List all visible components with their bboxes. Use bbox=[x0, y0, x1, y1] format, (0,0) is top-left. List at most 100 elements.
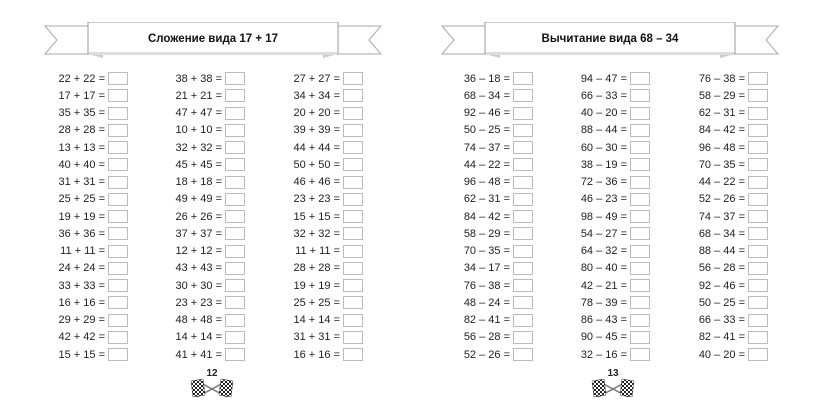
answer-box[interactable] bbox=[108, 175, 128, 189]
answer-box[interactable] bbox=[630, 279, 650, 293]
answer-box[interactable] bbox=[108, 348, 128, 362]
answer-box[interactable] bbox=[108, 227, 128, 241]
answer-box[interactable] bbox=[108, 106, 128, 120]
answer-box[interactable] bbox=[513, 89, 533, 103]
answer-box[interactable] bbox=[513, 313, 533, 327]
answer-box[interactable] bbox=[343, 89, 363, 103]
answer-box[interactable] bbox=[108, 296, 128, 310]
answer-box[interactable] bbox=[748, 141, 768, 155]
answer-box[interactable] bbox=[108, 158, 128, 172]
answer-box[interactable] bbox=[630, 348, 650, 362]
answer-box[interactable] bbox=[343, 175, 363, 189]
answer-box[interactable] bbox=[513, 227, 533, 241]
answer-box[interactable] bbox=[513, 158, 533, 172]
answer-box[interactable] bbox=[108, 261, 128, 275]
answer-box[interactable] bbox=[343, 210, 363, 224]
answer-box[interactable] bbox=[343, 330, 363, 344]
answer-box[interactable] bbox=[748, 279, 768, 293]
answer-box[interactable] bbox=[748, 313, 768, 327]
answer-box[interactable] bbox=[108, 313, 128, 327]
answer-box[interactable] bbox=[343, 123, 363, 137]
answer-box[interactable] bbox=[513, 330, 533, 344]
answer-box[interactable] bbox=[225, 279, 245, 293]
answer-box[interactable] bbox=[225, 158, 245, 172]
answer-box[interactable] bbox=[225, 296, 245, 310]
answer-box[interactable] bbox=[108, 89, 128, 103]
answer-box[interactable] bbox=[343, 261, 363, 275]
answer-box[interactable] bbox=[225, 227, 245, 241]
answer-box[interactable] bbox=[748, 89, 768, 103]
answer-box[interactable] bbox=[630, 106, 650, 120]
answer-box[interactable] bbox=[225, 123, 245, 137]
answer-box[interactable] bbox=[630, 158, 650, 172]
answer-box[interactable] bbox=[630, 141, 650, 155]
answer-box[interactable] bbox=[108, 210, 128, 224]
answer-box[interactable] bbox=[225, 210, 245, 224]
answer-box[interactable] bbox=[630, 192, 650, 206]
answer-box[interactable] bbox=[748, 227, 768, 241]
answer-box[interactable] bbox=[343, 158, 363, 172]
answer-box[interactable] bbox=[630, 72, 650, 86]
answer-box[interactable] bbox=[343, 244, 363, 258]
answer-box[interactable] bbox=[513, 175, 533, 189]
answer-box[interactable] bbox=[630, 89, 650, 103]
answer-box[interactable] bbox=[225, 330, 245, 344]
answer-box[interactable] bbox=[748, 296, 768, 310]
answer-box[interactable] bbox=[108, 330, 128, 344]
answer-box[interactable] bbox=[108, 141, 128, 155]
answer-box[interactable] bbox=[513, 279, 533, 293]
answer-box[interactable] bbox=[748, 106, 768, 120]
answer-box[interactable] bbox=[748, 192, 768, 206]
answer-box[interactable] bbox=[630, 313, 650, 327]
answer-box[interactable] bbox=[343, 227, 363, 241]
answer-box[interactable] bbox=[748, 210, 768, 224]
answer-box[interactable] bbox=[225, 72, 245, 86]
answer-box[interactable] bbox=[630, 330, 650, 344]
answer-box[interactable] bbox=[108, 244, 128, 258]
answer-box[interactable] bbox=[513, 106, 533, 120]
answer-box[interactable] bbox=[630, 227, 650, 241]
answer-box[interactable] bbox=[630, 261, 650, 275]
answer-box[interactable] bbox=[343, 72, 363, 86]
answer-box[interactable] bbox=[343, 313, 363, 327]
answer-box[interactable] bbox=[630, 296, 650, 310]
answer-box[interactable] bbox=[225, 175, 245, 189]
answer-box[interactable] bbox=[630, 210, 650, 224]
answer-box[interactable] bbox=[225, 192, 245, 206]
answer-box[interactable] bbox=[343, 192, 363, 206]
answer-box[interactable] bbox=[343, 348, 363, 362]
answer-box[interactable] bbox=[513, 244, 533, 258]
answer-box[interactable] bbox=[513, 261, 533, 275]
answer-box[interactable] bbox=[513, 141, 533, 155]
answer-box[interactable] bbox=[513, 210, 533, 224]
answer-box[interactable] bbox=[748, 123, 768, 137]
answer-box[interactable] bbox=[225, 244, 245, 258]
answer-box[interactable] bbox=[513, 72, 533, 86]
answer-box[interactable] bbox=[225, 261, 245, 275]
answer-box[interactable] bbox=[513, 123, 533, 137]
answer-box[interactable] bbox=[748, 348, 768, 362]
answer-box[interactable] bbox=[513, 296, 533, 310]
answer-box[interactable] bbox=[748, 330, 768, 344]
answer-box[interactable] bbox=[630, 123, 650, 137]
answer-box[interactable] bbox=[748, 261, 768, 275]
answer-box[interactable] bbox=[108, 279, 128, 293]
answer-box[interactable] bbox=[343, 296, 363, 310]
answer-box[interactable] bbox=[748, 158, 768, 172]
answer-box[interactable] bbox=[513, 192, 533, 206]
answer-box[interactable] bbox=[343, 141, 363, 155]
answer-box[interactable] bbox=[225, 106, 245, 120]
answer-box[interactable] bbox=[748, 72, 768, 86]
answer-box[interactable] bbox=[343, 279, 363, 293]
answer-box[interactable] bbox=[225, 348, 245, 362]
answer-box[interactable] bbox=[225, 141, 245, 155]
answer-box[interactable] bbox=[343, 106, 363, 120]
answer-box[interactable] bbox=[630, 244, 650, 258]
answer-box[interactable] bbox=[513, 348, 533, 362]
answer-box[interactable] bbox=[748, 175, 768, 189]
answer-box[interactable] bbox=[108, 72, 128, 86]
answer-box[interactable] bbox=[225, 89, 245, 103]
answer-box[interactable] bbox=[630, 175, 650, 189]
answer-box[interactable] bbox=[108, 123, 128, 137]
answer-box[interactable] bbox=[225, 313, 245, 327]
